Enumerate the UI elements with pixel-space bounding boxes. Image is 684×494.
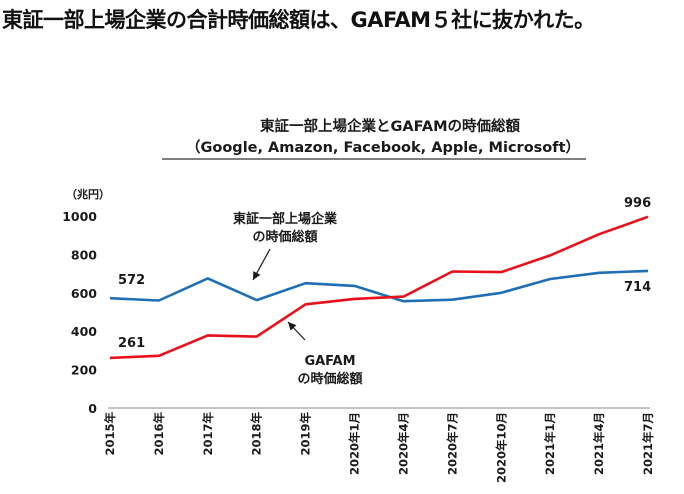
series-annotation-line2: の時価総額 bbox=[297, 371, 362, 387]
x-tick-label: 2021年1月 bbox=[543, 412, 557, 475]
series-end-label: 714 bbox=[624, 280, 651, 295]
x-tick-label: 2020年10月 bbox=[494, 412, 508, 483]
series-annotation-line1: 東証一部上場企業 bbox=[233, 211, 338, 227]
x-tick-label: 2019年 bbox=[299, 412, 313, 456]
y-tick-label: 600 bbox=[71, 286, 97, 301]
x-tick-label: 2016年 bbox=[152, 412, 166, 456]
x-tick-label: 2018年 bbox=[250, 412, 264, 456]
x-tick-label: 2021年7月 bbox=[641, 412, 655, 475]
y-unit-label: （兆円） bbox=[66, 187, 110, 201]
chart-title: 東証一部上場企業とGAFAMの時価総額 bbox=[260, 117, 521, 135]
series-line-0 bbox=[109, 269, 649, 303]
annotation-arrow-head bbox=[288, 322, 297, 331]
y-tick-label: 400 bbox=[71, 324, 97, 339]
y-tick-label: 0 bbox=[88, 401, 97, 416]
x-tick-label: 2021年4月 bbox=[592, 412, 606, 475]
series-line-1 bbox=[109, 215, 649, 360]
series-start-label: 572 bbox=[118, 273, 145, 288]
x-tick-label: 2017年 bbox=[201, 412, 215, 456]
chart-subtitle: （Google, Amazon, Facebook, Apple, Micros… bbox=[186, 138, 580, 156]
x-tick-label: 2020年4月 bbox=[396, 412, 410, 475]
headline: 東証一部上場企業の合計時価総額は、GAFAM５社に抜かれた。 bbox=[2, 8, 595, 32]
y-tick-label: 800 bbox=[71, 247, 97, 262]
series-start-label: 261 bbox=[118, 336, 145, 351]
y-tick-label: 200 bbox=[71, 363, 97, 378]
x-tick-label: 2020年1月 bbox=[348, 412, 362, 475]
x-tick-label: 2015年 bbox=[103, 412, 117, 456]
series-annotation-line1: GAFAM bbox=[304, 354, 355, 369]
series-annotation-line2: の時価総額 bbox=[252, 229, 317, 245]
x-tick-label: 2020年7月 bbox=[445, 412, 459, 475]
annotation-arrow-head bbox=[253, 271, 261, 280]
series-end-label: 996 bbox=[624, 196, 651, 211]
y-tick-label: 1000 bbox=[62, 209, 97, 224]
